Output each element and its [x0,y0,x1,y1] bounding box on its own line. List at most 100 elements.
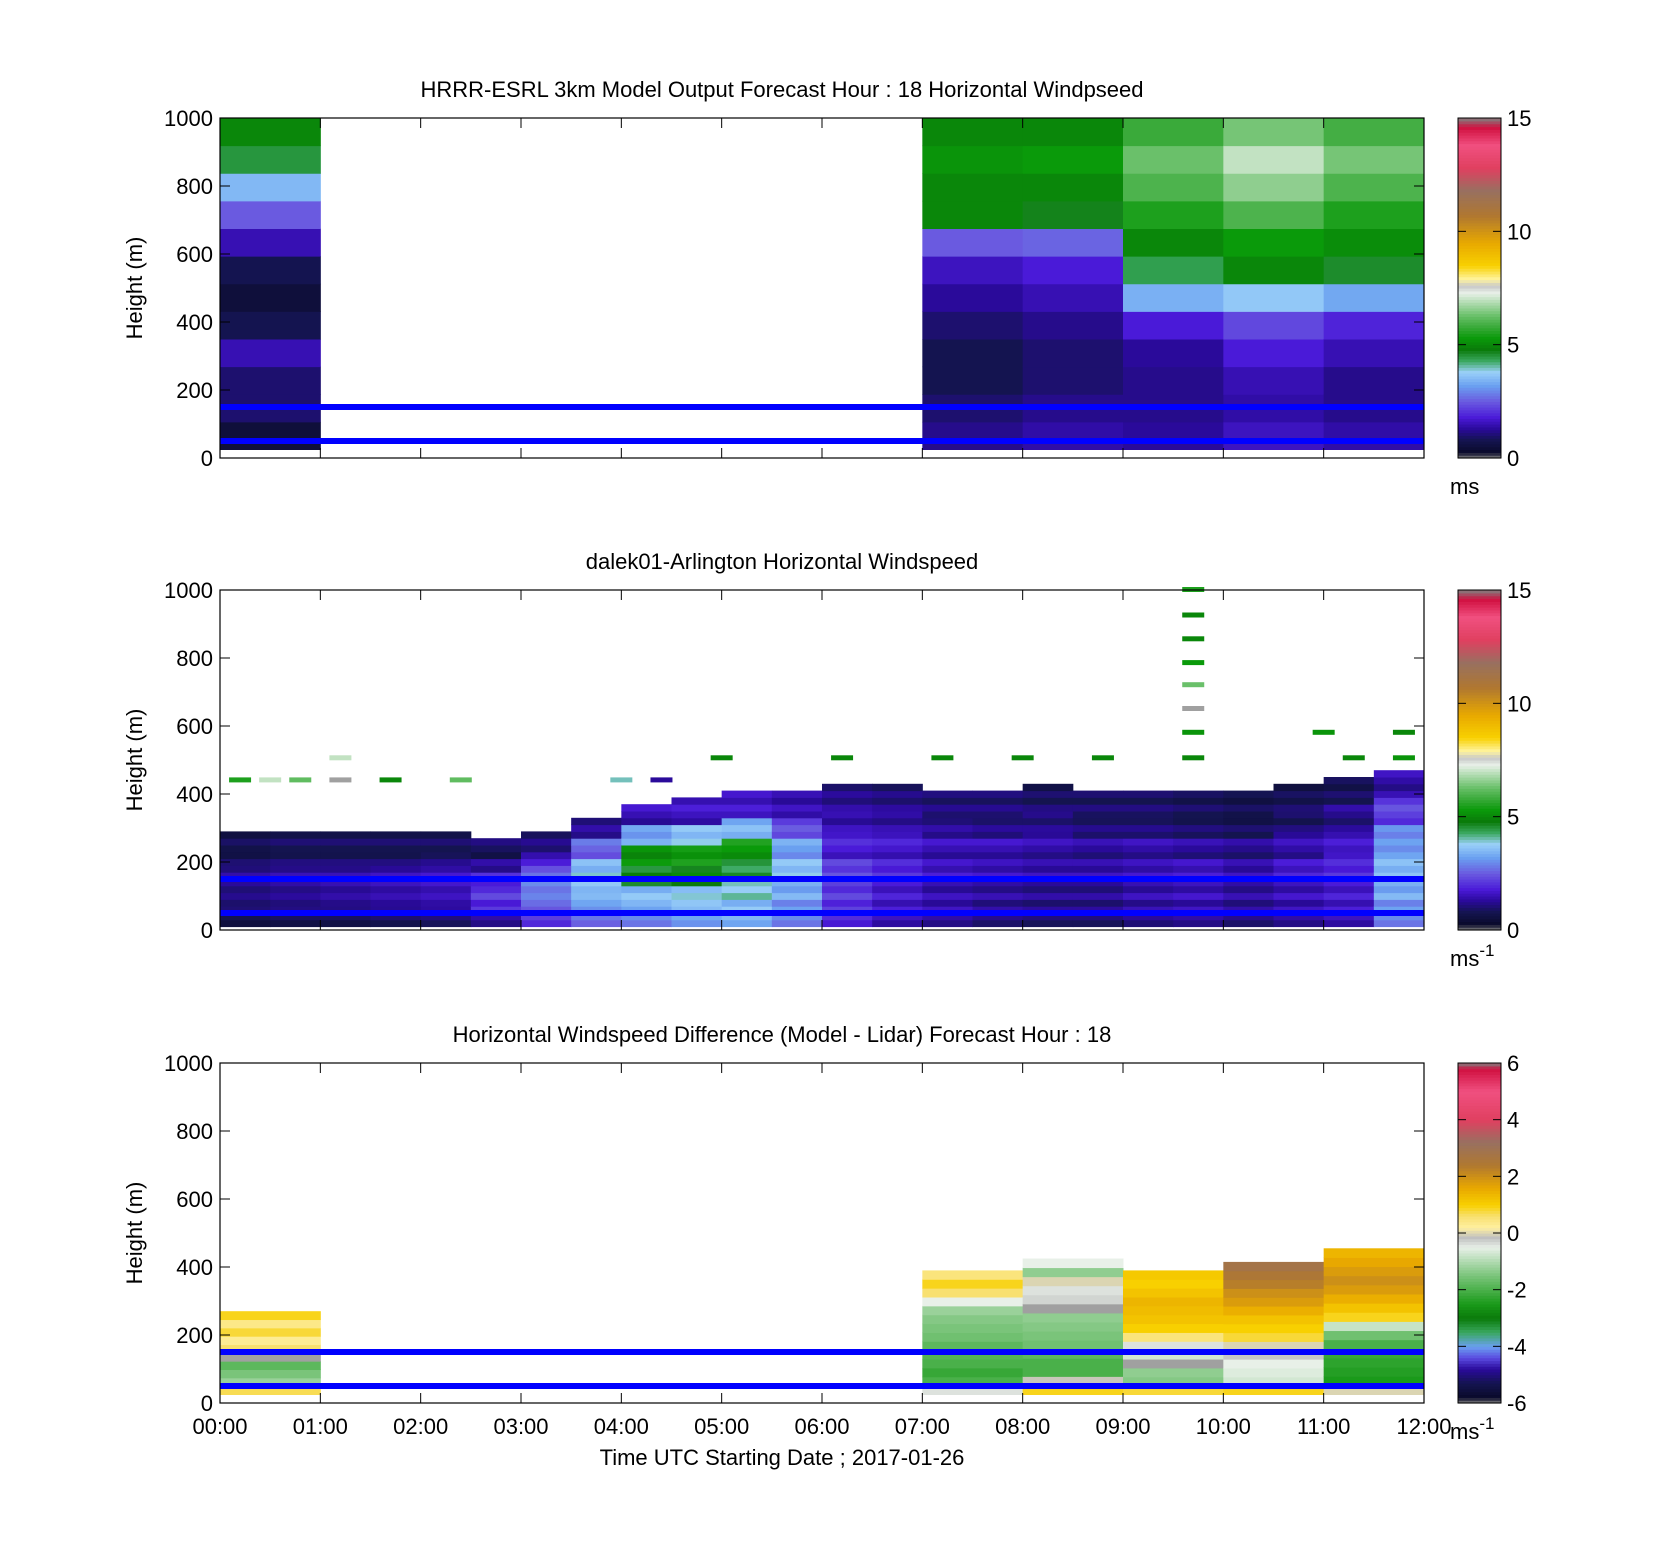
heatmap-cell [1273,797,1325,805]
colorbar-segment [1458,842,1501,846]
colorbar-segment [1458,839,1501,843]
heatmap-cell [1022,790,1074,798]
heatmap-cell [220,256,321,285]
colorbar-segment [1458,1363,1501,1367]
heatmap-cell [1223,892,1274,900]
colorbar-segment [1458,629,1501,634]
colorbar-segment [1458,384,1501,388]
heatmap-cell [420,845,472,853]
heatmap-cell [1072,817,1124,826]
heatmap-cell [771,831,823,839]
heatmap-cell [220,885,271,894]
heatmap-cell [1323,838,1375,846]
heatmap-cell [1072,913,1124,921]
heatmap-cell [621,845,672,853]
colorbar-segment [1458,378,1501,383]
heatmap-cell [521,906,572,914]
heatmap-cell [1223,366,1325,395]
colorbar-segment [1458,375,1501,380]
heatmap-cell [771,845,823,853]
heatmap-cell [320,899,371,907]
x-tick-label: 07:00 [895,1414,950,1439]
colorbar-segment [1458,1156,1501,1160]
heatmap-cell [1123,339,1224,368]
heatmap-cell [1273,879,1325,887]
heatmap-cell [1022,906,1074,914]
heatmap-cell [220,1386,321,1395]
heatmap-cell [1022,118,1124,147]
colorbar-tick-label: 0 [1507,446,1519,471]
colorbar-segment [1458,884,1501,889]
heatmap-cell [721,913,773,921]
heatmap-cell [420,858,472,866]
heatmap-cell [1173,892,1224,900]
data-dash [1182,612,1205,618]
colorbar-segment [1458,1207,1501,1211]
heatmap-cell [1323,256,1425,285]
heatmap-cell [1022,1303,1124,1314]
heatmap-cell [771,906,823,914]
x-tick-label: 06:00 [794,1414,849,1439]
heatmap-cell [1223,228,1325,257]
heatmap-cell [1123,1359,1224,1369]
heatmap-cell [922,913,973,921]
heatmap-cell [270,865,321,873]
heatmap-cell [1072,824,1124,832]
colorbar-segment [1458,791,1501,795]
heatmap-cell [1123,1270,1224,1280]
data-dash [1182,660,1205,666]
colorbar-segment [1458,336,1501,340]
colorbar-segment [1458,731,1501,736]
heatmap-cell [872,906,923,914]
heatmap-cell [1123,879,1174,887]
colorbar-segment [1458,1201,1501,1206]
heatmap-cell [320,845,371,853]
heatmap-cell [1022,1385,1124,1395]
colorbar-tick-label: 15 [1507,106,1531,131]
heatmap-cell [1273,865,1325,873]
heatmap-cell [1373,838,1425,846]
heatmap-cell [922,1332,1024,1342]
heatmap-cell [972,817,1024,826]
heatmap-cell [220,1377,321,1387]
colorbar-tick-label: 10 [1507,691,1531,716]
heatmap-cell [972,790,1024,798]
colorbar-segment [1458,669,1501,673]
colorbar-segment [1458,1148,1501,1152]
colorbar-segment [1458,183,1501,187]
heatmap-cell [1273,906,1325,914]
heatmap-cell [521,858,572,866]
colorbar-segment [1458,595,1501,600]
heatmap-cell [1273,804,1325,812]
heatmap-cell [972,838,1024,846]
heatmap-cell [922,919,973,928]
heatmap-cell [1022,339,1124,368]
colorbar-segment [1458,1371,1501,1376]
heatmap-cell [621,817,672,826]
colorbar-segment [1458,1128,1501,1132]
heatmap-cell [1022,831,1074,839]
heatmap-cell [972,824,1024,832]
colorbar-segment [1458,143,1501,147]
heatmap-cell [220,1327,321,1337]
colorbar-segment [1458,1159,1501,1163]
colorbar-segment [1458,751,1501,755]
heatmap-cell [1072,811,1124,819]
heatmap-cell [1323,1284,1425,1295]
heatmap-cell [420,851,472,860]
heatmap-cell [671,811,723,819]
colorbar-segment [1458,194,1501,198]
colorbar-segment [1458,1369,1501,1373]
x-tick-label: 12:00 [1396,1414,1451,1439]
colorbar-segment [1458,118,1501,122]
colorbar-segment [1458,1332,1501,1336]
heatmap-cell [1223,1385,1325,1395]
heatmap-cell [1373,770,1425,778]
colorbar-segment [1458,1085,1501,1090]
colorbar-segment [1458,302,1501,306]
heatmap-cell [872,879,923,887]
colorbar-segment [1458,830,1501,835]
colorbar-segment [1458,333,1501,337]
colorbar-segment [1458,452,1501,456]
heatmap-cell [822,899,873,907]
